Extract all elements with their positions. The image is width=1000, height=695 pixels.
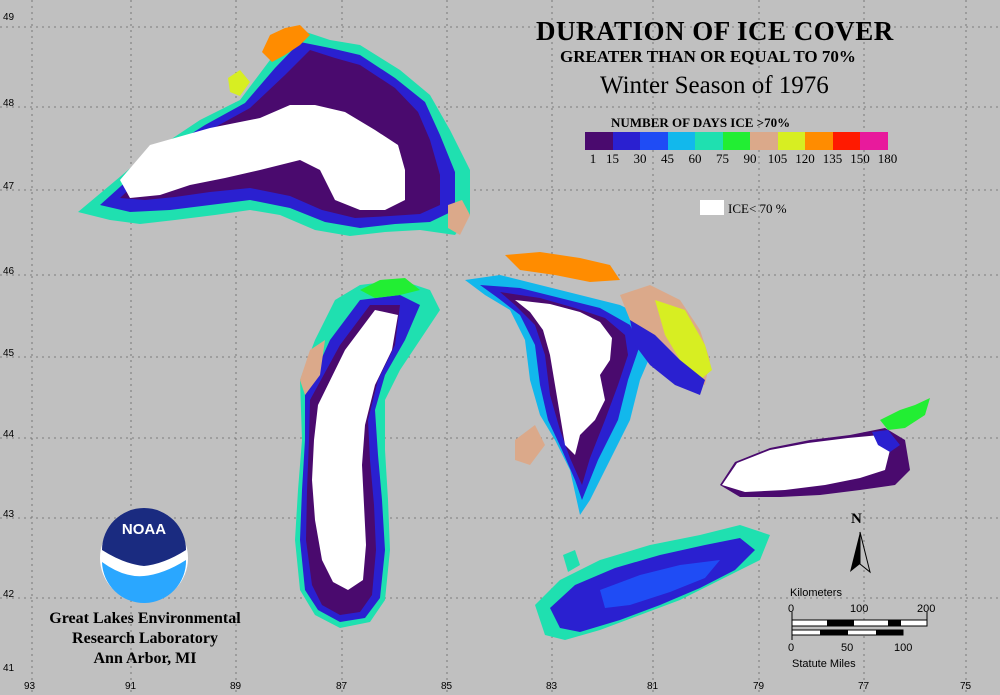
lon-label: 87 (336, 681, 348, 692)
ice-area-huron (515, 300, 612, 455)
lake-ontario (720, 398, 930, 497)
legend-swatch (667, 132, 695, 150)
legend-swatch (585, 132, 613, 150)
lat-label: 49 (3, 12, 15, 23)
lon-label: 77 (858, 681, 870, 692)
legend-tick-label: 135 (822, 151, 843, 166)
lake-huron (465, 252, 712, 515)
legend-title: NUMBER OF DAYS ICE >70% (611, 115, 791, 130)
legend-tick-label: 30 (633, 151, 647, 166)
lon-label: 91 (125, 681, 137, 692)
km-tick-0: 0 (788, 603, 795, 615)
legend-tick-label: 180 (877, 151, 898, 166)
lake-michigan (295, 278, 440, 628)
lon-label: 93 (24, 681, 36, 692)
season-title: Winter Season of 1976 (600, 72, 829, 99)
ice-area-michigan (312, 310, 398, 590)
north-arrow-icon (850, 531, 871, 574)
legend-tick-label: 45 (661, 151, 674, 166)
lat-label: 47 (3, 181, 15, 192)
lon-label: 81 (647, 681, 659, 692)
legend-swatch (695, 132, 723, 150)
lake-erie (535, 525, 770, 640)
organization-credit: Great Lakes Environmental Research Labor… (30, 609, 260, 669)
legend-tick-label: 1 (589, 151, 597, 166)
lat-label: 41 (3, 663, 15, 674)
km-label: Kilometers (790, 587, 842, 599)
mi-tick-0: 0 (788, 642, 795, 654)
scale-bar (791, 612, 928, 640)
noaa-logo-text: NOAA (122, 521, 166, 538)
org-line-1: Great Lakes Environmental (49, 610, 241, 627)
lon-label: 83 (546, 681, 558, 692)
lat-label: 44 (3, 429, 15, 440)
ice-area-superior (120, 105, 405, 210)
legend-tick-label: 150 (850, 151, 870, 166)
legend-swatch (860, 132, 888, 150)
map-subtitle: GREATER THAN OR EQUAL TO 70% (560, 47, 856, 66)
lat-label: 43 (3, 509, 15, 520)
lake-superior (78, 25, 470, 236)
legend-swatch (750, 132, 778, 150)
org-line-3: Ann Arbor, MI (93, 650, 197, 667)
legend-swatch (722, 132, 750, 150)
map-title: DURATION OF ICE COVER (536, 16, 894, 46)
mi-label: Statute Miles (792, 658, 856, 670)
lat-label: 48 (3, 98, 15, 109)
km-tick-200: 200 (917, 603, 936, 615)
lon-label: 75 (960, 681, 972, 692)
ice-swatch (700, 200, 724, 215)
legend-tick-label: 15 (606, 151, 619, 166)
legend-swatch (832, 132, 860, 150)
legend-tick-label: 75 (716, 151, 729, 166)
legend-tick-label: 105 (767, 151, 788, 166)
north-label: N (851, 511, 862, 527)
legend-color-bar (585, 132, 888, 150)
legend-swatch (805, 132, 833, 150)
org-line-2: Research Laboratory (72, 630, 218, 647)
ice-label: ICE< 70 % (728, 201, 787, 216)
noaa-logo (100, 508, 188, 603)
legend-swatch (612, 132, 640, 150)
north-channel (505, 252, 620, 282)
legend-tick-label: 90 (743, 151, 757, 166)
legend-swatch (777, 132, 805, 150)
lon-label: 89 (230, 681, 242, 692)
legend-swatch (640, 132, 668, 150)
lat-label: 46 (3, 266, 15, 277)
lake-st-clair (563, 550, 580, 572)
legend-tick-label: 60 (688, 151, 702, 166)
mi-tick-50: 50 (841, 642, 854, 654)
ice-area-ontario (722, 435, 890, 492)
lon-label: 79 (753, 681, 765, 692)
mi-tick-100: 100 (894, 642, 913, 654)
legend-tick-label: 120 (795, 151, 815, 166)
lon-label: 85 (441, 681, 453, 692)
lat-label: 45 (3, 348, 15, 359)
lat-label: 42 (3, 589, 15, 600)
km-tick-100: 100 (850, 603, 869, 615)
